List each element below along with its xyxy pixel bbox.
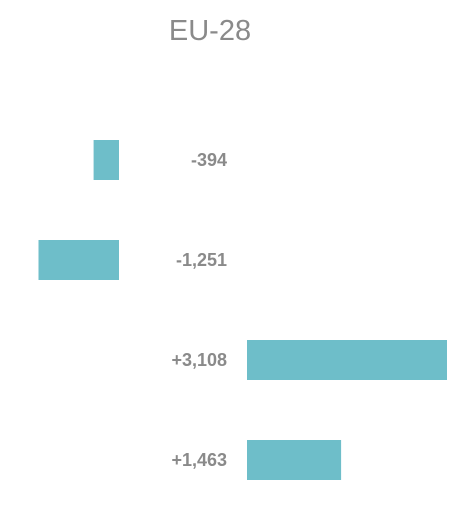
bar-value-label-2: -1,251 [176,250,227,270]
bars-group [38,140,447,480]
bar-1 [93,140,119,180]
chart-title: EU-28 [169,15,251,47]
bar-value-label-3: +3,108 [171,350,227,370]
bar-4 [247,440,342,480]
bar-value-label-4: +1,463 [171,450,227,470]
bar-value-label-1: -394 [191,150,227,170]
bar-2 [38,240,119,280]
bar-3 [247,340,447,380]
value-labels-group: -394 -1,251 +3,108 +1,463 [171,150,227,470]
